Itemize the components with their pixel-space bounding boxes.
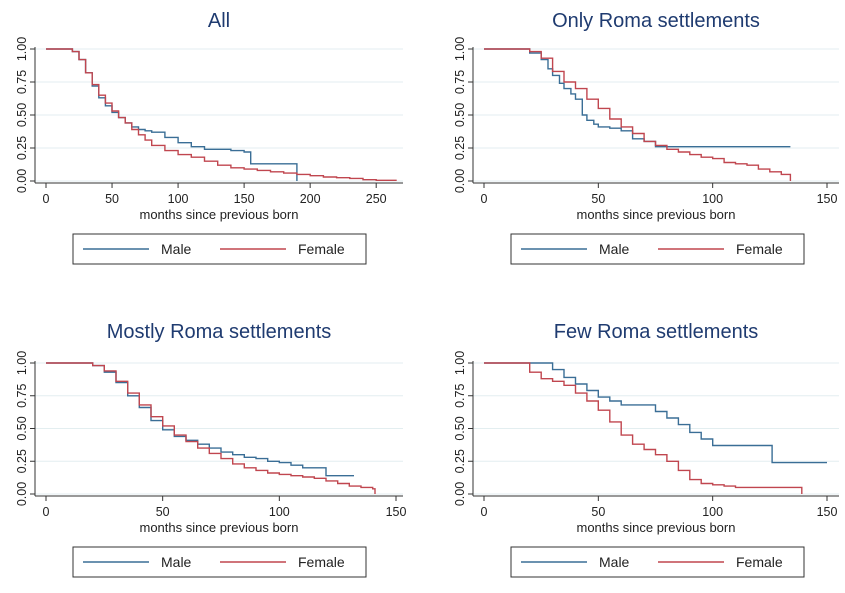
x-tick-label: 150 [386,505,407,519]
y-tick-label: 0.75 [15,70,29,94]
series-line-female [484,362,803,494]
chart-title: Mostly Roma settlements [107,321,332,343]
x-tick-label: 50 [591,505,605,519]
y-tick-label: 0.50 [15,416,29,440]
x-tick-label: 0 [481,505,488,519]
series-line-female [46,362,376,494]
y-tick-label: 1.00 [15,351,29,375]
y-tick-label: 0.50 [453,103,467,127]
y-tick-label: 0.00 [15,169,29,193]
x-tick-label: 50 [105,192,119,206]
legend-label-male: Male [161,241,192,257]
legend-label-female: Female [736,241,783,257]
x-tick-label: 100 [702,192,723,206]
y-tick-label: 0.25 [15,136,29,160]
x-axis-label: months since previous born [140,207,299,222]
legend-label-female: Female [298,241,345,257]
x-tick-label: 150 [817,505,838,519]
x-tick-label: 0 [481,192,488,206]
y-tick-label: 1.00 [453,37,467,61]
series-line-male [46,362,354,477]
series-line-female [46,48,397,181]
chart-title: Only Roma settlements [552,10,760,32]
x-axis-label: months since previous born [577,207,736,222]
y-tick-label: 0.75 [453,384,467,408]
y-tick-label: 1.00 [15,37,29,61]
x-axis-label: months since previous born [577,520,736,535]
chart-panel-4: Few Roma settlements 0.00 0.25 0.50 0.75 1.00… [453,321,839,578]
series-line-female [484,48,792,181]
y-tick-label: 0.00 [453,482,467,506]
x-tick-label: 250 [366,192,387,206]
x-tick-label: 0 [43,505,50,519]
x-tick-label: 50 [591,192,605,206]
chart-panel-3: Mostly Roma settlements 0.00 0.25 0.50 0.75 1… [15,321,407,578]
y-tick-label: 0.00 [453,169,467,193]
y-tick-label: 0.50 [453,416,467,440]
x-tick-label: 50 [156,505,170,519]
x-axis-label: months since previous born [140,520,299,535]
x-tick-label: 100 [702,505,723,519]
series-line-male [484,362,827,464]
y-tick-label: 0.75 [15,384,29,408]
legend-label-male: Male [161,554,192,570]
legend-label-female: Female [298,554,345,570]
x-tick-label: 150 [234,192,255,206]
legend-label-male: Male [599,554,630,570]
chart-panel-1: All 0.00 0.25 0.50 0.75 1.00 0 50 100 150 200 250 mo… [15,10,403,265]
y-tick-label: 0.75 [453,70,467,94]
y-tick-label: 0.50 [15,103,29,127]
y-tick-label: 0.25 [15,449,29,473]
chart-title: All [208,10,230,32]
series-line-male [484,48,791,148]
y-tick-label: 0.25 [453,136,467,160]
x-tick-label: 200 [300,192,321,206]
x-tick-label: 0 [43,192,50,206]
chart-panel-2: Only Roma settlements 0.00 0.25 0.50 0.75 1.0… [453,10,839,265]
chart-title: Few Roma settlements [554,321,759,343]
y-tick-label: 0.25 [453,449,467,473]
legend-label-female: Female [736,554,783,570]
x-tick-label: 100 [168,192,189,206]
y-tick-label: 0.00 [15,482,29,506]
y-tick-label: 1.00 [453,351,467,375]
x-tick-label: 150 [817,192,838,206]
x-tick-label: 100 [269,505,290,519]
legend-label-male: Male [599,241,630,257]
